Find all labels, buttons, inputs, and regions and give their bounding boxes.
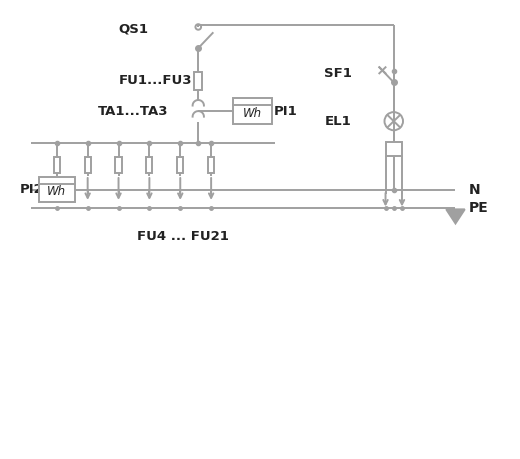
Text: Wh: Wh bbox=[243, 106, 262, 120]
Polygon shape bbox=[446, 209, 465, 224]
Text: FU1...FU3: FU1...FU3 bbox=[119, 74, 192, 87]
Text: QS1: QS1 bbox=[119, 22, 149, 35]
Bar bbox=[54, 157, 60, 173]
Text: EL1: EL1 bbox=[324, 115, 351, 128]
Bar bbox=[146, 157, 152, 173]
Bar bbox=[85, 157, 91, 173]
Text: N: N bbox=[469, 183, 480, 197]
Text: PE: PE bbox=[469, 202, 488, 215]
Bar bbox=[208, 157, 214, 173]
Text: Wh: Wh bbox=[47, 185, 67, 198]
Bar bbox=[177, 157, 184, 173]
Bar bbox=[385, 142, 402, 156]
Text: SF1: SF1 bbox=[324, 67, 352, 80]
Bar bbox=[39, 177, 75, 202]
Text: PI1: PI1 bbox=[274, 105, 297, 118]
Bar bbox=[233, 98, 271, 124]
Bar bbox=[194, 72, 202, 90]
Text: TA1...TA3: TA1...TA3 bbox=[98, 105, 168, 118]
Text: PI2: PI2 bbox=[20, 183, 44, 196]
Text: FU4 ... FU21: FU4 ... FU21 bbox=[137, 230, 229, 242]
Bar bbox=[115, 157, 122, 173]
